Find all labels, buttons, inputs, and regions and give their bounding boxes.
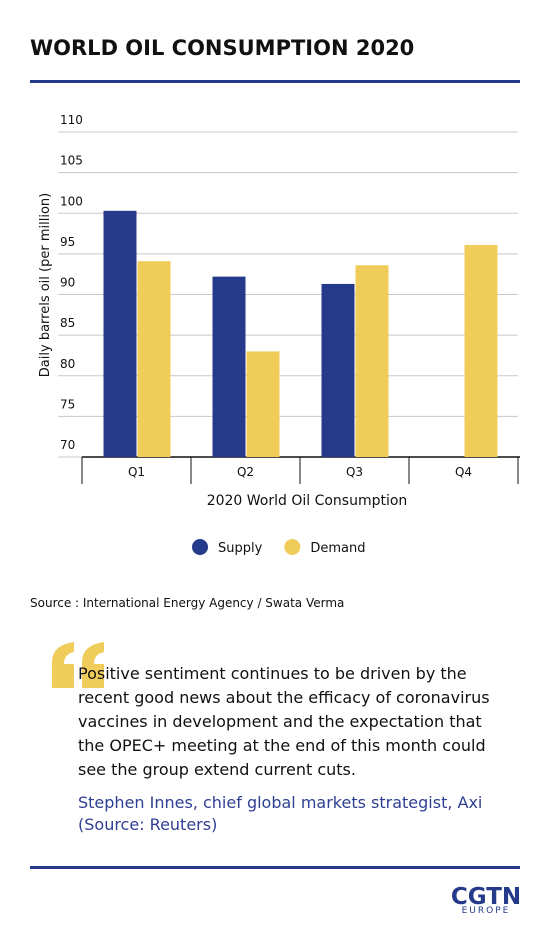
bar: [464, 244, 498, 457]
x-tick-label: Q4: [455, 465, 472, 479]
y-tick-label: 80: [60, 357, 75, 371]
x-axis-label: 2020 World Oil Consumption: [207, 493, 408, 509]
y-tick-label: 70: [60, 438, 75, 452]
legend-swatch: [192, 539, 208, 555]
rule: [30, 866, 520, 869]
logo-name: CGTN: [451, 884, 521, 910]
title: WORLD OIL CONSUMPTION 2020: [30, 36, 414, 60]
legend-swatch: [284, 539, 301, 555]
y-axis-label: Daily barrels oil (per million): [38, 193, 53, 377]
legend-label: Demand: [310, 541, 365, 556]
logo-region: EUROPE: [462, 906, 511, 916]
y-tick-label: 75: [60, 397, 75, 411]
bar: [103, 210, 137, 457]
y-tick-label: 105: [60, 154, 83, 168]
legend-label: Supply: [218, 541, 263, 556]
y-tick-label: 90: [60, 276, 75, 290]
bar: [246, 351, 280, 457]
chart: 70 75 80 85 90 95 100 105 110 Daily barrels oil (…: [38, 113, 520, 556]
y-tick-label: 110: [60, 113, 83, 127]
y-tick-label: 85: [60, 316, 75, 330]
y-tick-label: 100: [60, 194, 83, 208]
bar: [355, 265, 389, 457]
source: Source : International Energy Agency / S…: [30, 596, 344, 610]
x-tick-label: Q1: [128, 465, 145, 479]
quote-attribution: Stephen Innes, chief global markets stra…: [78, 793, 483, 834]
rule: [30, 80, 520, 83]
bar: [212, 276, 246, 457]
quote-text: Positive sentiment continues to be drive…: [78, 664, 490, 779]
bar: [321, 283, 355, 457]
quote-mark: [52, 642, 104, 688]
y-tick-label: 95: [60, 235, 75, 249]
x-tick-label: Q3: [346, 465, 363, 479]
x-tick-label: Q2: [237, 465, 254, 479]
bar: [137, 261, 171, 457]
